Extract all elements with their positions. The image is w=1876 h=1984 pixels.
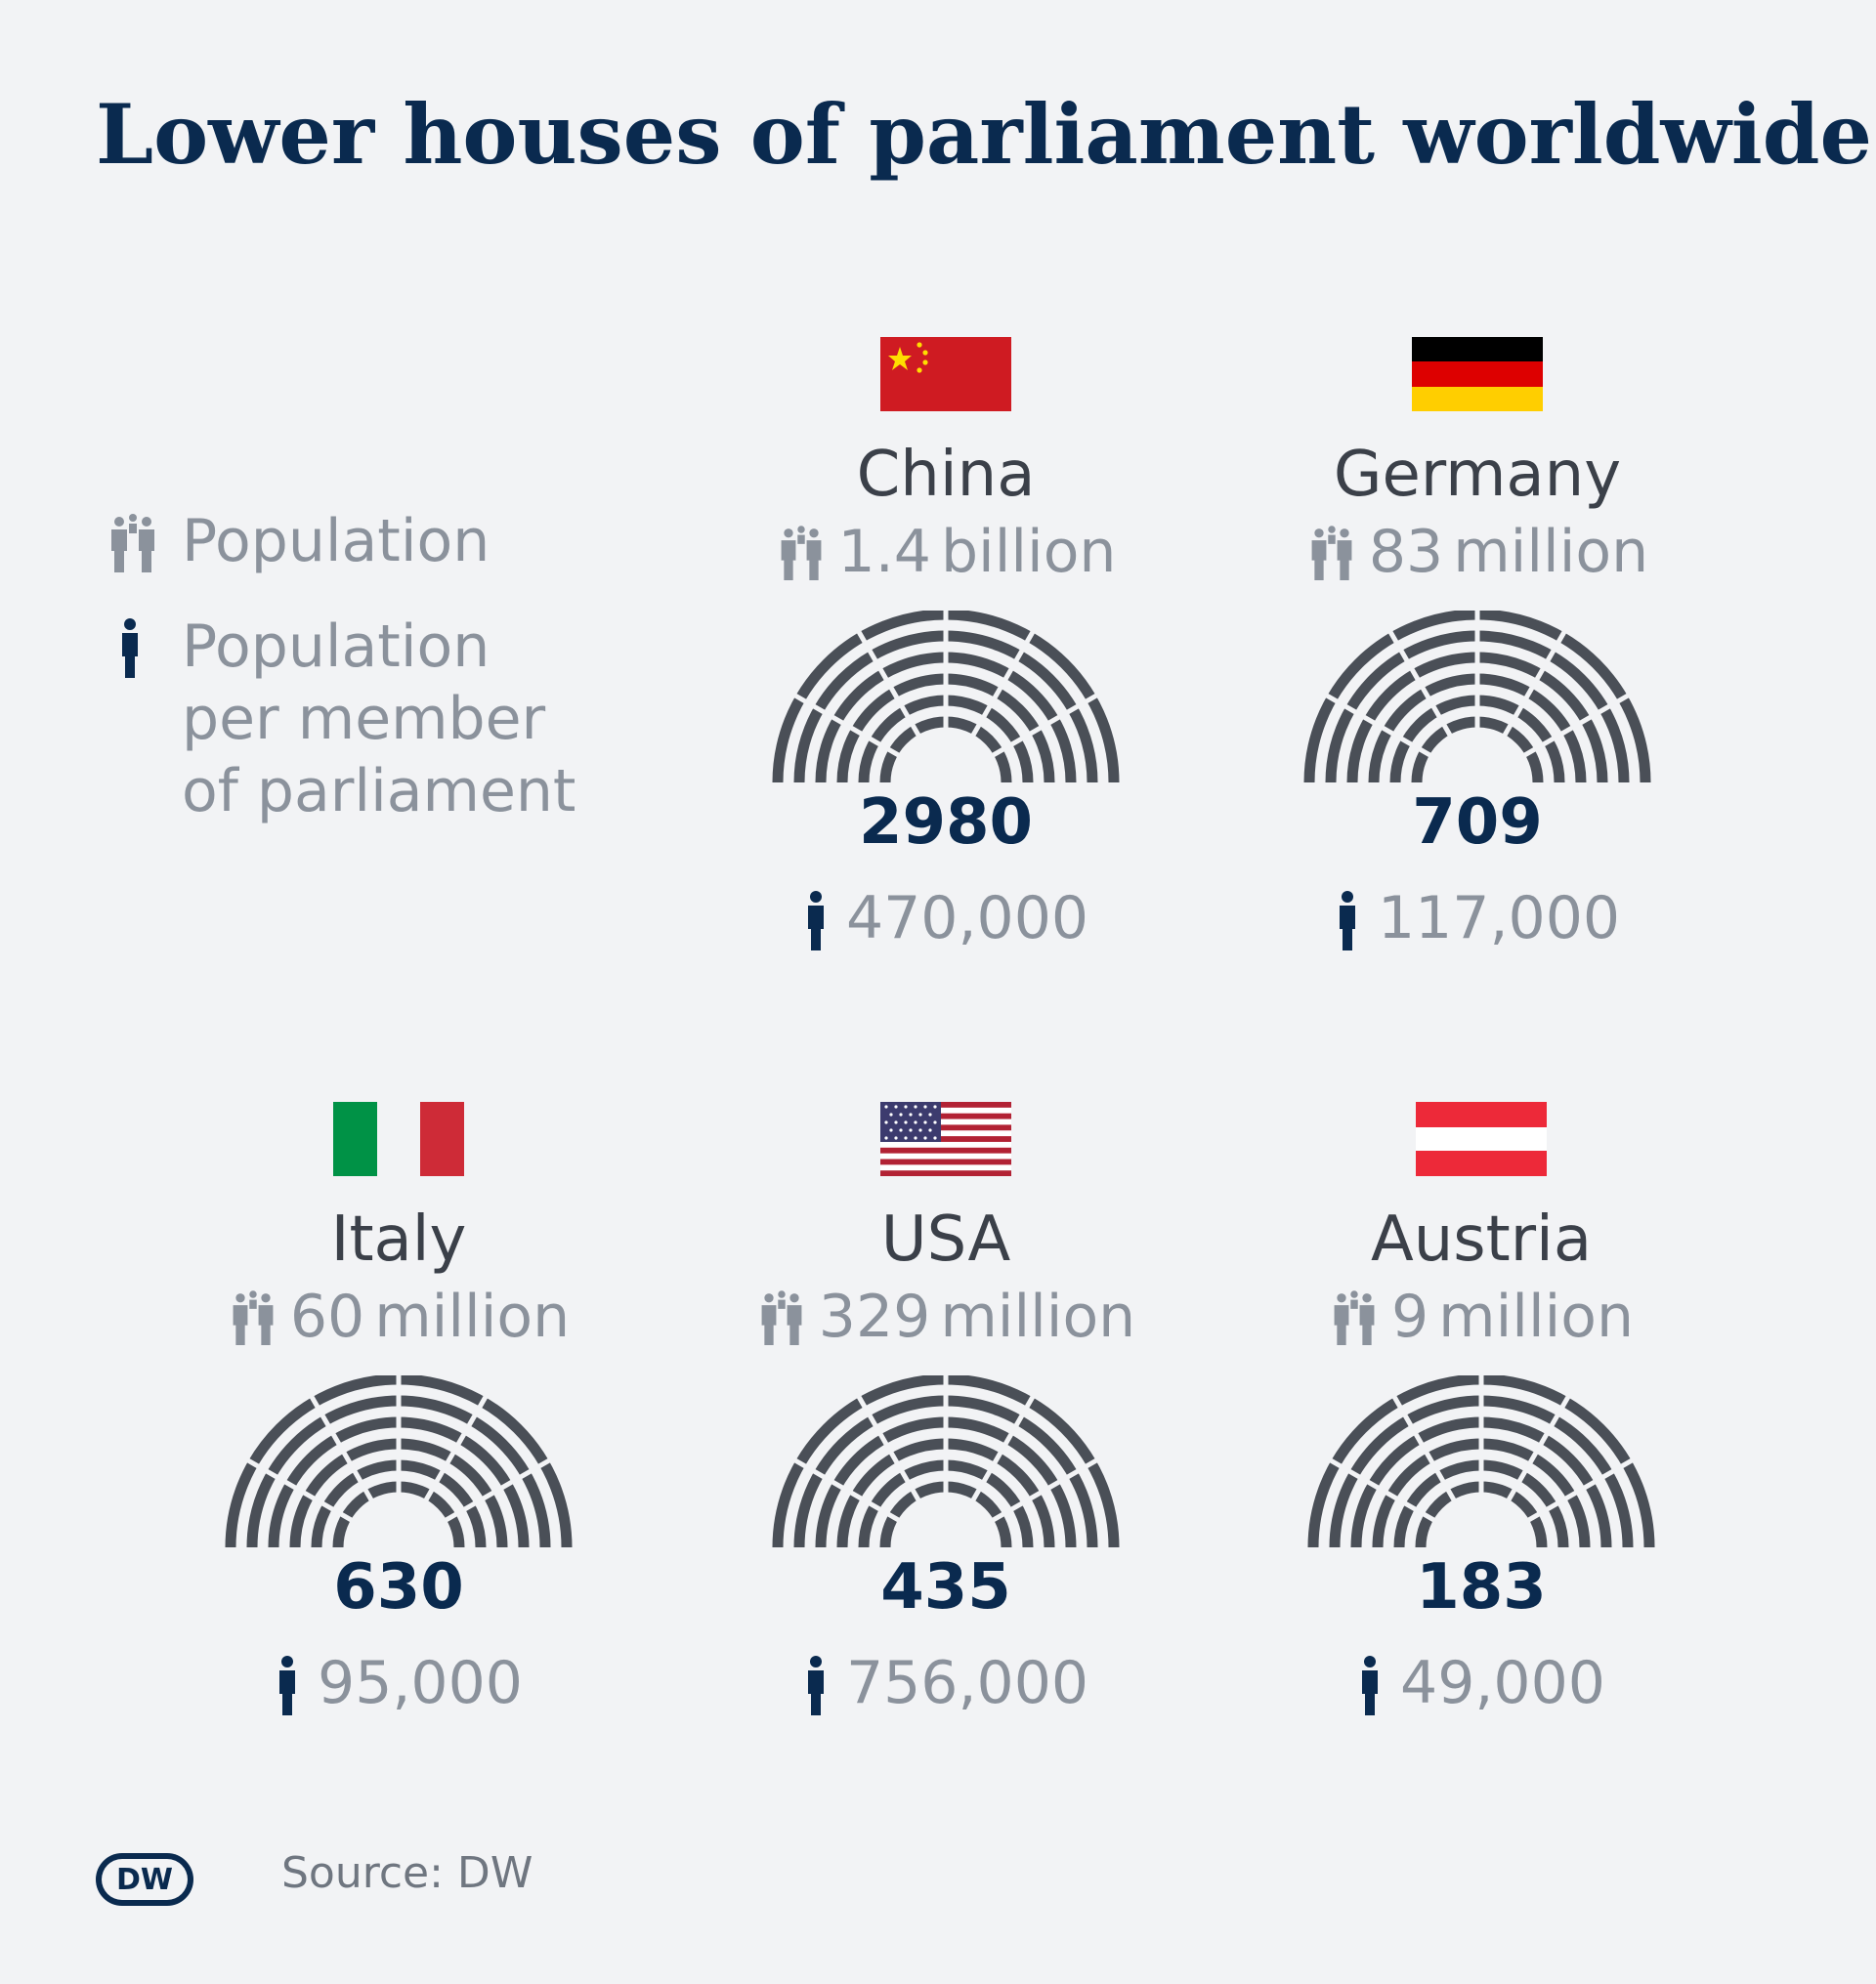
population-unit: million [374,1283,571,1351]
population-icon [233,1290,274,1346]
per-member-value: 756,000 [845,1649,1089,1717]
population-per-member: 49,000 [1208,1649,1755,1717]
per-member-value: 470,000 [845,884,1089,952]
svg-text:DW: DW [116,1863,173,1897]
population-value: 83 million [1204,518,1751,586]
country-card-italy: Italy 60 million 630 95,000 [125,1102,672,1805]
hemicycle-icon [1303,611,1651,783]
per-member-value: 49,000 [1400,1649,1605,1717]
seat-count: 183 [1416,1551,1547,1624]
population-per-member: 117,000 [1204,884,1751,952]
person-icon [122,618,138,678]
usa-flag [880,1102,1011,1176]
population-icon [761,1290,802,1346]
population-number: 1.4 [837,518,931,586]
population-value: 9 million [1208,1283,1755,1351]
population-icon [1334,1290,1375,1346]
country-name: Germany [1333,439,1622,511]
dw-logo: DW [96,1853,193,1906]
population-per-member: 470,000 [672,884,1219,952]
person-icon [279,1656,296,1716]
population-number: 83 [1368,518,1444,586]
hemicycle-icon [1307,1375,1655,1548]
hemicycle-icon [225,1375,573,1548]
population-icon [781,526,821,581]
germany-flag [1412,337,1543,411]
country-card-germany: Germany 83 million 709 117,000 [1204,337,1751,1040]
source-label: Source: DW [281,1848,533,1898]
country-card-austria: Austria 9 million 183 49,000 [1208,1102,1755,1805]
country-name: China [856,439,1036,511]
population-unit: million [1453,518,1649,586]
page-title: Lower houses of parliament worldwide [96,86,1872,183]
austria-flag [1416,1102,1547,1176]
hemicycle-icon [772,611,1120,783]
per-member-value: 117,000 [1377,884,1621,952]
population-unit: million [940,1283,1136,1351]
legend-per-member-line1: Population [182,612,490,681]
legend-per-member-line2: per member [182,685,546,753]
population-per-member: 756,000 [672,1649,1219,1717]
per-member-value: 95,000 [318,1649,523,1717]
person-icon [807,1656,824,1716]
legend-per-member-line3: of parliament [182,757,576,825]
person-icon [1362,1656,1379,1716]
country-name: USA [880,1203,1011,1276]
population-number: 9 [1390,1283,1429,1351]
person-icon [1339,891,1355,951]
population-icon [111,514,154,572]
population-unit: million [1438,1283,1635,1351]
seat-count: 435 [880,1551,1011,1624]
country-card-usa: USA 329 million 435 756,000 [672,1102,1219,1805]
population-value: 1.4 billion [672,518,1219,586]
legend-population-label: Population [182,507,490,575]
hemicycle-icon [772,1375,1120,1548]
population-number: 329 [818,1283,931,1351]
china-flag [880,337,1011,411]
seat-count: 630 [333,1551,464,1624]
population-per-member: 95,000 [125,1649,672,1717]
population-icon [1311,526,1352,581]
country-name: Austria [1370,1203,1593,1276]
italy-flag [333,1102,464,1176]
population-value: 60 million [125,1283,672,1351]
seat-count: 2980 [858,786,1034,859]
population-unit: billion [940,518,1117,586]
population-value: 329 million [672,1283,1219,1351]
country-name: Italy [330,1203,467,1276]
seat-count: 709 [1412,786,1543,859]
person-icon [807,891,824,951]
country-card-china: China 1.4 billion 2980 470,000 [672,337,1219,1040]
population-number: 60 [289,1283,365,1351]
